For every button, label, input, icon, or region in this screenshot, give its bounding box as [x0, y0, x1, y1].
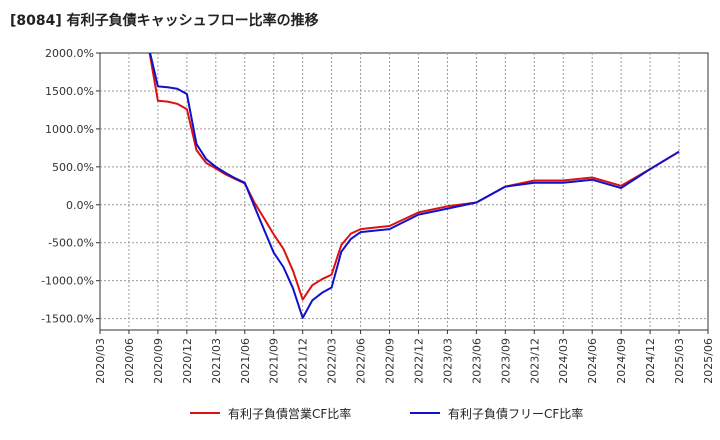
x-tick-label: 2020/12 [181, 338, 194, 384]
x-tick-label: 2022/06 [355, 338, 368, 384]
y-tick-label: 0.0% [66, 199, 94, 212]
x-tick-label: 2020/03 [94, 338, 107, 384]
x-tick-label: 2021/12 [297, 338, 310, 384]
series-line-1 [148, 53, 680, 301]
y-tick-label: -1000.0% [41, 275, 94, 288]
series-group [148, 53, 680, 319]
grid [100, 53, 708, 330]
x-axis: 2020/03 2020/06 2020/09 2020/12 2021/03 2021/… [94, 330, 715, 384]
y-tick-label: 1000.0% [45, 123, 94, 136]
x-tick-label: 2020/06 [123, 338, 136, 384]
legend-label-1: 有利子負債営業CF比率 [228, 406, 351, 421]
y-tick-label: -500.0% [48, 237, 94, 250]
x-tick-label: 2024/03 [557, 338, 570, 384]
y-tick-label: -1500.0% [41, 313, 94, 326]
x-tick-label: 2022/09 [384, 338, 397, 384]
x-tick-label: 2023/09 [499, 338, 512, 384]
x-tick-label: 2021/06 [239, 338, 252, 384]
y-tick-label: 2000.0% [45, 47, 94, 60]
legend: 有利子負債営業CF比率 有利子負債フリーCF比率 [190, 406, 583, 421]
y-tick-label: 500.0% [52, 161, 94, 174]
y-axis: 2000.0% 1500.0% 1000.0% 500.0% 0.0% -500.0% -1… [41, 47, 100, 326]
y-tick-label: 1500.0% [45, 85, 94, 98]
x-tick-label: 2021/09 [268, 338, 281, 384]
x-tick-label: 2023/12 [528, 338, 541, 384]
series-line-2 [149, 53, 680, 319]
plot-area [99, 52, 709, 331]
x-tick-label: 2022/03 [326, 338, 339, 384]
x-tick-label: 2024/09 [615, 338, 628, 384]
x-tick-label: 2020/09 [152, 338, 165, 384]
x-tick-label: 2022/12 [412, 338, 425, 384]
x-tick-label: 2025/03 [673, 338, 686, 384]
chart-title: [8084] 有利子負債キャッシュフロー比率の推移 [10, 13, 319, 29]
x-tick-label: 2024/06 [586, 338, 599, 384]
x-tick-label: 2023/03 [441, 338, 454, 384]
x-tick-label: 2023/06 [470, 338, 483, 384]
legend-label-2: 有利子負債フリーCF比率 [448, 406, 583, 421]
x-tick-label: 2025/06 [702, 338, 715, 384]
x-tick-label: 2024/12 [644, 338, 657, 384]
x-tick-label: 2021/03 [210, 338, 223, 384]
